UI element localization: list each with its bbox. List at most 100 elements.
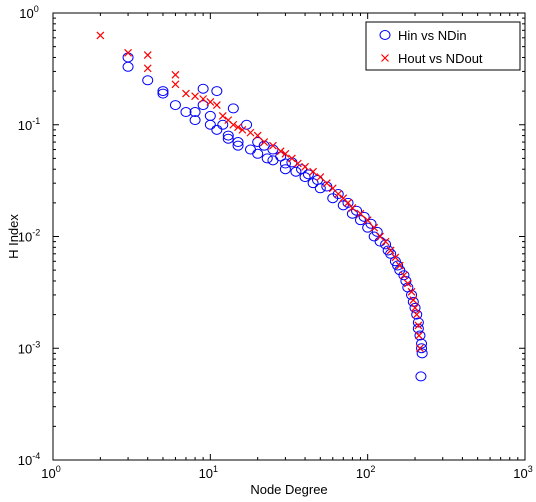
data-point-x <box>416 344 424 353</box>
data-point-circle <box>358 211 370 222</box>
data-point-x <box>316 173 325 182</box>
data-point-x <box>412 310 421 319</box>
data-point-x <box>124 48 132 57</box>
data-point-x <box>403 279 412 288</box>
data-point-x <box>386 246 395 255</box>
data-point-x <box>301 162 309 171</box>
data-point-x <box>191 92 200 101</box>
data-point-circle <box>244 144 256 155</box>
legend-box <box>365 21 521 71</box>
data-point-circle <box>412 323 424 334</box>
data-point-circle <box>392 260 404 271</box>
data-point-x <box>229 120 238 129</box>
y-tick-label: 10-2 <box>18 228 40 245</box>
data-point-circle <box>354 215 366 226</box>
data-point-circle <box>416 348 428 359</box>
data-point-circle <box>385 248 397 259</box>
data-point-circle <box>380 239 392 250</box>
data-point-circle <box>261 153 273 164</box>
data-point-x <box>143 51 152 60</box>
y-tick-label: 10-3 <box>18 339 40 356</box>
y-tick-label: 100 <box>19 4 38 21</box>
data-point-circle <box>299 172 311 183</box>
data-point-x <box>171 80 180 89</box>
x-tick-label: 103 <box>513 464 532 481</box>
data-point-x <box>407 287 416 296</box>
data-point-circle <box>232 137 244 148</box>
legend-marker-x <box>381 54 389 62</box>
data-point-circle <box>204 110 216 121</box>
data-point-circle <box>406 289 418 300</box>
data-point-x <box>415 331 423 340</box>
data-point-x <box>199 95 208 103</box>
data-point-circle <box>252 148 264 159</box>
x-tick-label: 101 <box>199 464 218 481</box>
data-point-circle <box>122 52 134 63</box>
data-point-x <box>206 98 215 106</box>
plot-area <box>96 31 428 382</box>
data-point-circle <box>217 119 229 130</box>
data-point-circle <box>414 330 426 341</box>
plot-frame <box>52 12 526 461</box>
data-point-circle <box>122 61 134 72</box>
data-point-circle <box>157 86 169 97</box>
data-point-circle <box>342 197 354 208</box>
legend-label-hin: Hin vs NDin <box>398 28 467 43</box>
data-point-circle <box>258 140 270 151</box>
data-point-circle <box>332 189 344 200</box>
data-point-circle <box>267 155 279 166</box>
data-point-circle <box>279 158 291 169</box>
x-axis-ticks: 100 101 102 103 <box>41 13 533 481</box>
data-point-circle <box>157 88 169 99</box>
data-point-x <box>234 123 242 132</box>
legend: Hin vs NDin Hout vs NDout <box>365 21 521 71</box>
data-point-circle <box>371 226 383 237</box>
data-point-circle <box>197 83 209 94</box>
data-point-circle <box>279 164 291 175</box>
data-point-circle <box>351 205 363 216</box>
data-point-circle <box>222 130 234 141</box>
data-point-x <box>309 167 318 176</box>
data-point-x <box>260 138 269 146</box>
series-hin-vs-ndin <box>122 52 428 382</box>
data-point-x <box>348 204 357 212</box>
data-point-circle <box>241 119 253 130</box>
data-point-circle <box>180 107 192 118</box>
x-axis-label: Node Degree <box>250 482 327 497</box>
data-point-circle <box>211 86 223 97</box>
data-point-x <box>395 261 404 270</box>
data-point-x <box>276 147 285 156</box>
data-point-x <box>414 321 423 330</box>
data-point-circle <box>169 100 181 111</box>
data-point-x <box>212 101 221 109</box>
series-hout-vs-ndout <box>96 31 424 353</box>
data-point-circle <box>290 166 302 177</box>
data-point-circle <box>189 115 201 126</box>
data-point-circle <box>416 343 428 354</box>
data-point-x <box>356 209 365 218</box>
data-point-x <box>411 303 419 312</box>
legend-label-hout: Hout vs NDout <box>398 51 483 66</box>
legend-marker-circle <box>379 30 391 40</box>
y-axis-ticks: 10-4 10-3 10-2 10-1 100 <box>18 4 525 468</box>
data-point-circle <box>314 183 326 194</box>
data-point-x <box>370 223 379 232</box>
data-point-circle <box>227 103 239 114</box>
data-point-circle <box>415 371 427 382</box>
data-point-x <box>246 128 255 137</box>
data-point-x <box>143 64 152 73</box>
data-point-circle <box>232 140 244 151</box>
data-point-x <box>281 149 290 158</box>
data-point-x <box>171 70 180 79</box>
y-axis-label: H Index <box>6 214 21 259</box>
data-point-x <box>399 271 408 280</box>
data-point-circle <box>365 218 377 229</box>
data-point-circle <box>416 338 428 349</box>
data-point-x <box>391 253 400 262</box>
x-tick-label: 100 <box>41 464 60 481</box>
legend-circle-marker <box>379 30 391 40</box>
data-point-circle <box>222 133 234 144</box>
data-point-x <box>218 111 227 120</box>
data-point-circle <box>252 137 264 148</box>
